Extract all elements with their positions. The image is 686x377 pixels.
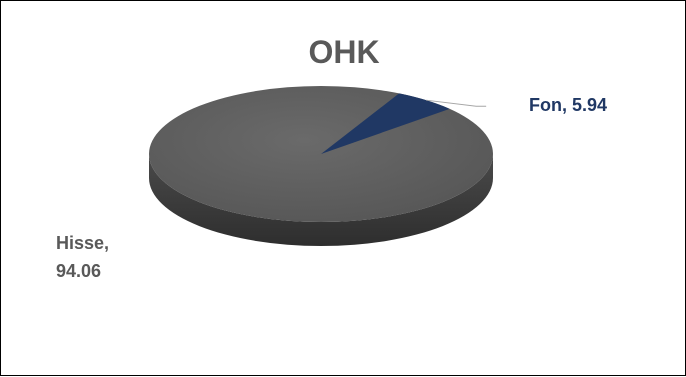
fon-data-label: Fon, 5.94 [529, 95, 607, 115]
hisse-data-label-value: 94.06 [56, 261, 101, 281]
hisse-data-label-name: Hisse, [56, 233, 109, 253]
pie-depth [149, 154, 493, 246]
pie-slice-fon [321, 93, 450, 154]
fon-leader-line [426, 99, 487, 107]
chart-title: OHK [308, 34, 379, 70]
